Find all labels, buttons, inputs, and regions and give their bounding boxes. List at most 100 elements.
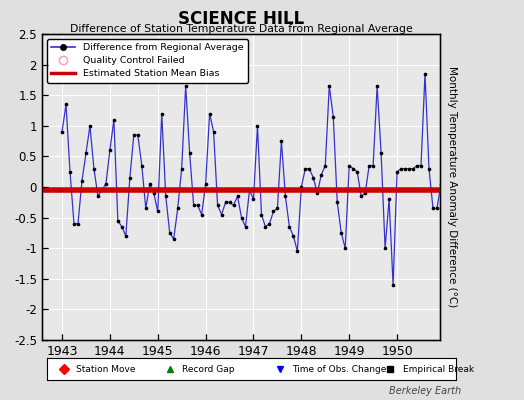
Point — [317, 172, 325, 178]
Point — [205, 110, 214, 117]
Point — [373, 83, 381, 89]
Point — [181, 83, 190, 89]
Text: Time of Obs. Change: Time of Obs. Change — [292, 364, 387, 374]
Point — [301, 166, 310, 172]
Point — [193, 202, 202, 208]
Point — [325, 83, 333, 89]
Point — [441, 181, 449, 187]
Point — [249, 196, 258, 202]
Point — [62, 101, 70, 108]
Text: Berkeley Earth: Berkeley Earth — [389, 386, 461, 396]
Point — [58, 129, 66, 135]
Point — [261, 224, 270, 230]
Point — [118, 224, 126, 230]
Point — [233, 193, 242, 199]
Point — [453, 162, 461, 169]
Point — [154, 208, 162, 215]
Point — [313, 190, 322, 196]
Point — [397, 166, 405, 172]
Point — [190, 202, 198, 208]
Point — [361, 190, 369, 196]
Text: Empirical Break: Empirical Break — [403, 364, 474, 374]
Text: SCIENCE HILL: SCIENCE HILL — [178, 10, 304, 28]
Point — [201, 181, 210, 187]
Point — [126, 175, 134, 181]
Point — [138, 162, 146, 169]
Point — [265, 220, 274, 227]
Point — [273, 205, 281, 212]
Y-axis label: Monthly Temperature Anomaly Difference (°C): Monthly Temperature Anomaly Difference (… — [447, 66, 457, 308]
Point — [269, 208, 278, 215]
Point — [134, 132, 142, 138]
Text: Station Move: Station Move — [76, 364, 135, 374]
Point — [122, 233, 130, 239]
Point — [393, 168, 401, 175]
Point — [329, 114, 337, 120]
Point — [285, 224, 293, 230]
Point — [170, 236, 178, 242]
Point — [114, 218, 122, 224]
Point — [353, 168, 362, 175]
Point — [409, 166, 417, 172]
Point — [345, 162, 353, 169]
Point — [425, 166, 433, 172]
Point — [333, 199, 342, 206]
Point — [281, 193, 290, 199]
Point — [433, 205, 441, 212]
Point — [245, 187, 254, 193]
Point — [158, 110, 166, 117]
Point — [413, 162, 421, 169]
Point — [401, 166, 409, 172]
Point — [349, 166, 357, 172]
Point — [110, 116, 118, 123]
Point — [185, 150, 194, 156]
Point — [437, 181, 445, 187]
Point — [421, 70, 429, 77]
Point — [289, 233, 298, 239]
Point — [166, 230, 174, 236]
Point — [86, 122, 94, 129]
Point — [449, 138, 457, 144]
Point — [417, 162, 425, 169]
Point — [198, 211, 206, 218]
Point — [429, 205, 437, 212]
Point — [369, 162, 377, 169]
Point — [210, 129, 218, 135]
Point — [277, 138, 286, 144]
Point — [230, 202, 238, 208]
Point — [357, 193, 365, 199]
Point — [141, 205, 150, 212]
Point — [337, 230, 345, 236]
Point — [445, 52, 453, 59]
Point — [78, 178, 86, 184]
Legend: Difference from Regional Average, Quality Control Failed, Estimated Station Mean: Difference from Regional Average, Qualit… — [47, 39, 248, 83]
Point — [225, 199, 234, 206]
Point — [297, 184, 305, 190]
Point — [161, 193, 170, 199]
Point — [106, 147, 114, 154]
Point — [385, 196, 394, 202]
Point — [221, 199, 230, 206]
Point — [173, 205, 182, 212]
Point — [90, 166, 98, 172]
Point — [257, 211, 266, 218]
Point — [305, 166, 313, 172]
Point — [97, 187, 106, 193]
Text: Difference of Station Temperature Data from Regional Average: Difference of Station Temperature Data f… — [70, 24, 412, 34]
Point — [381, 245, 389, 251]
Point — [94, 193, 102, 199]
Point — [149, 190, 158, 196]
Point — [237, 214, 246, 221]
Point — [146, 181, 154, 187]
Point — [178, 166, 186, 172]
Point — [377, 150, 385, 156]
Point — [213, 202, 222, 208]
Point — [217, 211, 226, 218]
Point — [365, 162, 374, 169]
Point — [74, 220, 82, 227]
Point — [66, 168, 74, 175]
Point — [293, 248, 301, 254]
Point — [321, 162, 330, 169]
Point — [341, 245, 350, 251]
Point — [82, 150, 90, 156]
